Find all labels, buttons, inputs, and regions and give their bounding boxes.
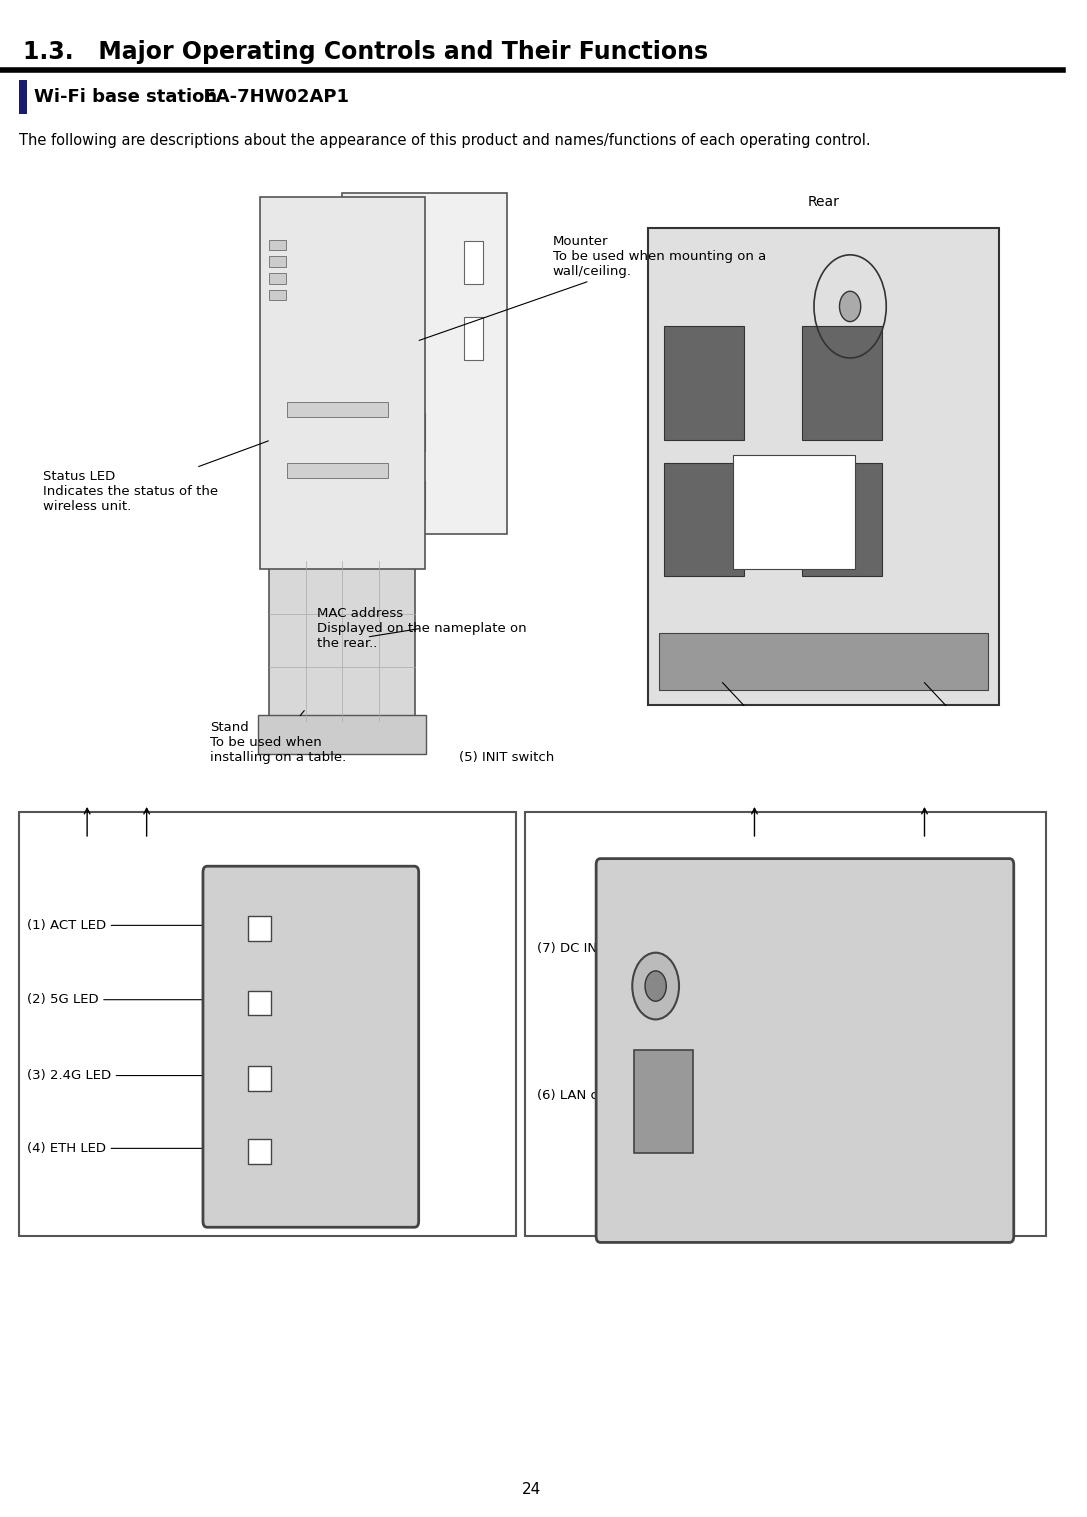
FancyBboxPatch shape (268, 256, 286, 267)
FancyBboxPatch shape (648, 228, 999, 705)
FancyBboxPatch shape (358, 317, 377, 360)
FancyBboxPatch shape (248, 916, 271, 941)
Text: (1) ACT LED: (1) ACT LED (26, 919, 245, 931)
FancyBboxPatch shape (248, 1066, 271, 1091)
FancyBboxPatch shape (268, 290, 286, 300)
Text: Mounter
To be used when mounting on a
wall/ceiling.: Mounter To be used when mounting on a wa… (420, 235, 766, 340)
Text: 5G: 5G (287, 998, 303, 1007)
Text: (3) 2.4G LED: (3) 2.4G LED (26, 1069, 245, 1082)
Circle shape (839, 291, 861, 322)
Text: ETH: ETH (287, 1147, 312, 1156)
Text: (7) DC IN connector: (7) DC IN connector (537, 942, 669, 985)
FancyBboxPatch shape (287, 402, 388, 417)
FancyBboxPatch shape (802, 326, 882, 440)
FancyBboxPatch shape (659, 633, 988, 690)
Text: 2.4G: 2.4G (287, 1074, 316, 1083)
FancyBboxPatch shape (261, 197, 425, 569)
Text: Stand
To be used when
installing on a table.: Stand To be used when installing on a ta… (211, 710, 347, 763)
FancyBboxPatch shape (525, 812, 1046, 1236)
Text: 24: 24 (522, 1482, 541, 1497)
FancyBboxPatch shape (464, 317, 484, 360)
FancyBboxPatch shape (464, 241, 484, 284)
Circle shape (633, 953, 679, 1019)
FancyBboxPatch shape (203, 866, 418, 1227)
FancyBboxPatch shape (664, 463, 744, 576)
Text: 1.3.   Major Operating Controls and Their Functions: 1.3. Major Operating Controls and Their … (24, 39, 709, 64)
FancyBboxPatch shape (405, 481, 425, 519)
Text: The following are descriptions about the appearance of this product and names/fu: The following are descriptions about the… (20, 133, 871, 149)
FancyBboxPatch shape (405, 413, 425, 451)
FancyBboxPatch shape (342, 193, 507, 534)
FancyBboxPatch shape (596, 859, 1014, 1242)
FancyBboxPatch shape (268, 273, 286, 284)
FancyBboxPatch shape (664, 326, 744, 440)
Text: ACT: ACT (287, 924, 311, 933)
Text: (6) LAN connector: (6) LAN connector (537, 1089, 658, 1101)
Text: Rear: Rear (808, 196, 839, 209)
Text: Wi-Fi base station: Wi-Fi base station (34, 88, 217, 106)
FancyBboxPatch shape (268, 561, 415, 721)
Text: Status LED
Indicates the status of the
wireless unit.: Status LED Indicates the status of the w… (42, 441, 268, 513)
FancyBboxPatch shape (358, 241, 377, 284)
FancyBboxPatch shape (734, 455, 855, 569)
FancyBboxPatch shape (802, 463, 882, 576)
Text: ETH(PoE): ETH(PoE) (909, 1080, 955, 1089)
FancyBboxPatch shape (248, 1139, 271, 1164)
Text: (5) INIT switch: (5) INIT switch (459, 751, 554, 765)
Text: (4) ETH LED: (4) ETH LED (26, 1142, 245, 1154)
FancyBboxPatch shape (259, 715, 426, 754)
Text: MAC address
Displayed on the nameplate on
the rear..: MAC address Displayed on the nameplate o… (316, 607, 526, 649)
FancyBboxPatch shape (268, 240, 286, 250)
Text: DC IN 12 V: DC IN 12 V (909, 936, 963, 945)
Circle shape (645, 971, 666, 1001)
FancyBboxPatch shape (20, 812, 516, 1236)
FancyBboxPatch shape (635, 1050, 692, 1153)
Text: EA-7HW02AP1: EA-7HW02AP1 (191, 88, 349, 106)
FancyBboxPatch shape (287, 463, 388, 478)
Text: (2) 5G LED: (2) 5G LED (26, 994, 245, 1006)
FancyBboxPatch shape (248, 991, 271, 1015)
FancyBboxPatch shape (20, 80, 26, 114)
